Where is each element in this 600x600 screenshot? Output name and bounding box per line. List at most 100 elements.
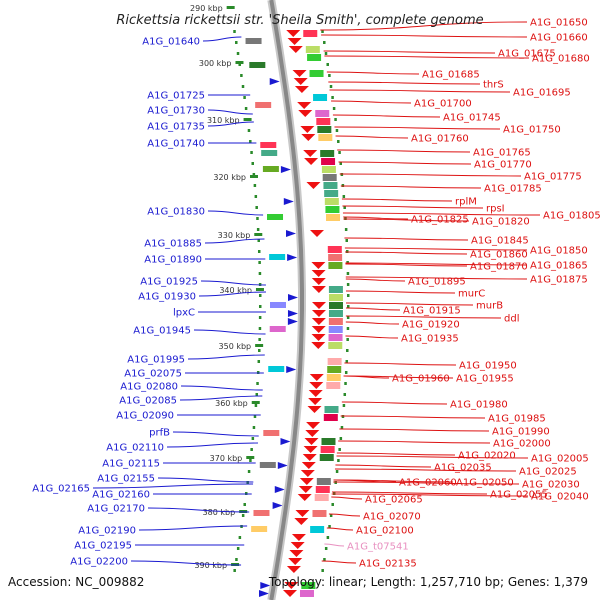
left-leader-line [187, 354, 265, 360]
right-gene-label[interactable]: thrS [483, 80, 504, 91]
right-gene-label[interactable]: A1G_01845 [471, 236, 529, 247]
left-gene-label[interactable]: A1G_02200 [70, 557, 128, 568]
right-gene-label[interactable]: ddl [504, 314, 519, 325]
right-gene-label[interactable]: A1G_01750 [503, 125, 561, 136]
left-gene-label[interactable]: prfB [149, 428, 170, 439]
left-gene-label[interactable]: A1G_01890 [144, 255, 202, 266]
gene-block [324, 190, 339, 197]
left-gene-label[interactable]: A1G_01740 [147, 139, 205, 150]
right-gene-label[interactable]: A1G_01685 [422, 70, 480, 81]
left-gene-label[interactable]: A1G_01885 [144, 239, 202, 250]
left-gene-label[interactable]: A1G_02090 [116, 411, 174, 422]
right-gene-label[interactable]: A1G_01650 [530, 18, 588, 29]
right-gene-label[interactable]: A1G_02030 [522, 480, 580, 491]
right-gene-label[interactable]: A1G_02000 [493, 439, 551, 450]
left-gene-label[interactable]: A1G_02085 [119, 396, 177, 407]
left-gene-label[interactable]: A1G_01830 [147, 207, 205, 218]
left-gene-label[interactable]: A1G_02115 [102, 459, 160, 470]
right-gene-label[interactable]: A1G_01785 [484, 184, 542, 195]
left-gene-label[interactable]: A1G_02195 [74, 541, 132, 552]
left-gene-label[interactable]: A1G_02170 [87, 504, 145, 515]
gene-block [319, 454, 334, 461]
left-gene-label[interactable]: A1G_02155 [97, 474, 155, 485]
right-gene-label[interactable]: A1G_02060 [399, 478, 457, 489]
right-gene-label[interactable]: A1G_02035 [434, 463, 492, 474]
right-gene-label[interactable]: A1G_01920 [402, 320, 460, 331]
left-gene-label[interactable]: A1G_02075 [124, 369, 182, 380]
right-gene-label[interactable]: A1G_02005 [531, 454, 589, 465]
right-gene-label[interactable]: A1G_01860 [470, 250, 528, 261]
left-gene-label[interactable]: A1G_02160 [92, 490, 150, 501]
right-gene-label[interactable]: A1G_01820 [472, 217, 530, 228]
right-gene-label[interactable]: A1G_t07541 [347, 542, 409, 553]
right-gene-label[interactable]: rplM [455, 197, 477, 208]
right-gene-label[interactable]: A1G_01770 [474, 160, 532, 171]
right-gene-label[interactable]: murB [476, 301, 503, 312]
right-gene-label[interactable]: A1G_01985 [488, 414, 546, 425]
right-gene-label[interactable]: A1G_01680 [532, 54, 590, 65]
right-gene-label[interactable]: A1G_01660 [530, 33, 588, 44]
left-gene-label[interactable]: A1G_01930 [138, 292, 196, 303]
right-gene-label[interactable]: A1G_01850 [530, 246, 588, 257]
left-gene-label[interactable]: lpxC [173, 308, 195, 319]
right-leader-line [344, 247, 528, 251]
gene-block [322, 174, 337, 181]
left-gene-label[interactable]: A1G_01640 [142, 37, 200, 48]
inner-track-dot [241, 514, 245, 517]
left-gene-label[interactable]: A1G_02165 [32, 484, 90, 495]
right-gene-label[interactable]: A1G_01990 [492, 427, 550, 438]
left-gene-label[interactable]: A1G_02080 [120, 382, 178, 393]
right-gene-label[interactable]: A1G_02055 [490, 490, 548, 501]
right-gene-label[interactable]: A1G_01675 [498, 49, 556, 60]
right-gene-label[interactable]: A1G_01915 [403, 306, 461, 317]
right-gene-label[interactable]: A1G_02070 [363, 512, 421, 523]
right-gene-label[interactable]: A1G_01745 [443, 113, 501, 124]
right-gene-label[interactable]: A1G_01700 [414, 99, 472, 110]
right-gene-label[interactable]: A1G_01765 [473, 148, 531, 159]
right-gene-label[interactable]: A1G_01935 [401, 334, 459, 345]
left-gene-label[interactable]: A1G_01925 [140, 277, 198, 288]
left-gene-label[interactable]: A1G_01995 [127, 355, 185, 366]
right-gene-label[interactable]: rpsI [486, 204, 505, 215]
outer-track-dot [324, 547, 328, 550]
right-gene-label[interactable]: A1G_01865 [530, 261, 588, 272]
right-gene-label[interactable]: A1G_02020 [458, 451, 516, 462]
inner-track-dot [247, 129, 251, 132]
outer-track-dot [344, 228, 348, 231]
outer-track-dot [346, 338, 349, 341]
gene-block [299, 590, 314, 597]
gene-arrow-reverse [294, 86, 309, 93]
right-gene-label[interactable]: A1G_01955 [456, 374, 514, 385]
right-gene-label[interactable]: murC [458, 289, 485, 300]
right-gene-label[interactable]: A1G_01960 [392, 374, 450, 385]
right-gene-label[interactable]: A1G_01760 [411, 134, 469, 145]
right-leader-line [328, 513, 361, 517]
tick-mark [239, 510, 248, 513]
left-gene-label[interactable]: A1G_02190 [78, 526, 136, 537]
right-gene-label[interactable]: A1G_01980 [450, 400, 508, 411]
left-leader-line [200, 280, 266, 286]
right-gene-label[interactable]: A1G_01895 [408, 277, 466, 288]
left-gene-label[interactable]: A1G_02110 [106, 443, 164, 454]
left-gene-label[interactable]: A1G_01725 [147, 91, 205, 102]
right-gene-label[interactable]: A1G_01825 [411, 215, 469, 226]
right-gene-label[interactable]: A1G_02065 [365, 495, 423, 506]
right-gene-label[interactable]: A1G_01695 [513, 88, 571, 99]
right-gene-label[interactable]: A1G_01950 [459, 361, 517, 372]
right-gene-label[interactable]: A1G_02040 [531, 492, 589, 503]
right-gene-label[interactable]: A1G_01870 [470, 262, 528, 273]
right-gene-label[interactable]: A1G_02050 [456, 478, 514, 489]
right-leader-line [339, 173, 522, 177]
left-gene-label[interactable]: A1G_01945 [133, 326, 191, 337]
right-gene-label[interactable]: A1G_02025 [519, 467, 577, 478]
gene-arrow-reverse [298, 110, 313, 117]
right-gene-label[interactable]: A1G_02100 [356, 526, 414, 537]
right-gene-label[interactable]: A1G_02135 [359, 559, 417, 570]
right-gene-label[interactable]: A1G_01875 [530, 275, 588, 286]
outer-track-dot [321, 30, 324, 33]
right-gene-label[interactable]: A1G_01805 [543, 211, 600, 222]
right-leader-line [340, 415, 486, 419]
left-gene-label[interactable]: A1G_01735 [147, 122, 205, 133]
left-gene-label[interactable]: A1G_01730 [147, 106, 205, 117]
right-gene-label[interactable]: A1G_01775 [524, 172, 582, 183]
